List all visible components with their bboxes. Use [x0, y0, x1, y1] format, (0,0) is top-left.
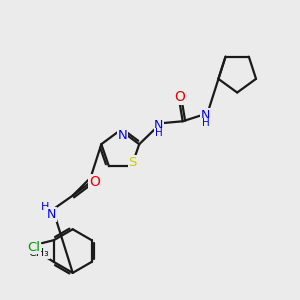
Text: N: N: [201, 109, 210, 122]
Text: N: N: [154, 119, 164, 132]
Text: O: O: [174, 91, 185, 104]
Text: N: N: [47, 208, 57, 221]
Text: S: S: [128, 156, 137, 169]
Text: N: N: [117, 129, 127, 142]
Text: CH₃: CH₃: [28, 248, 50, 258]
Text: H: H: [155, 128, 163, 138]
Text: H: H: [202, 118, 209, 128]
Text: Cl: Cl: [28, 241, 40, 254]
Text: H: H: [41, 202, 49, 212]
Text: O: O: [89, 175, 100, 189]
